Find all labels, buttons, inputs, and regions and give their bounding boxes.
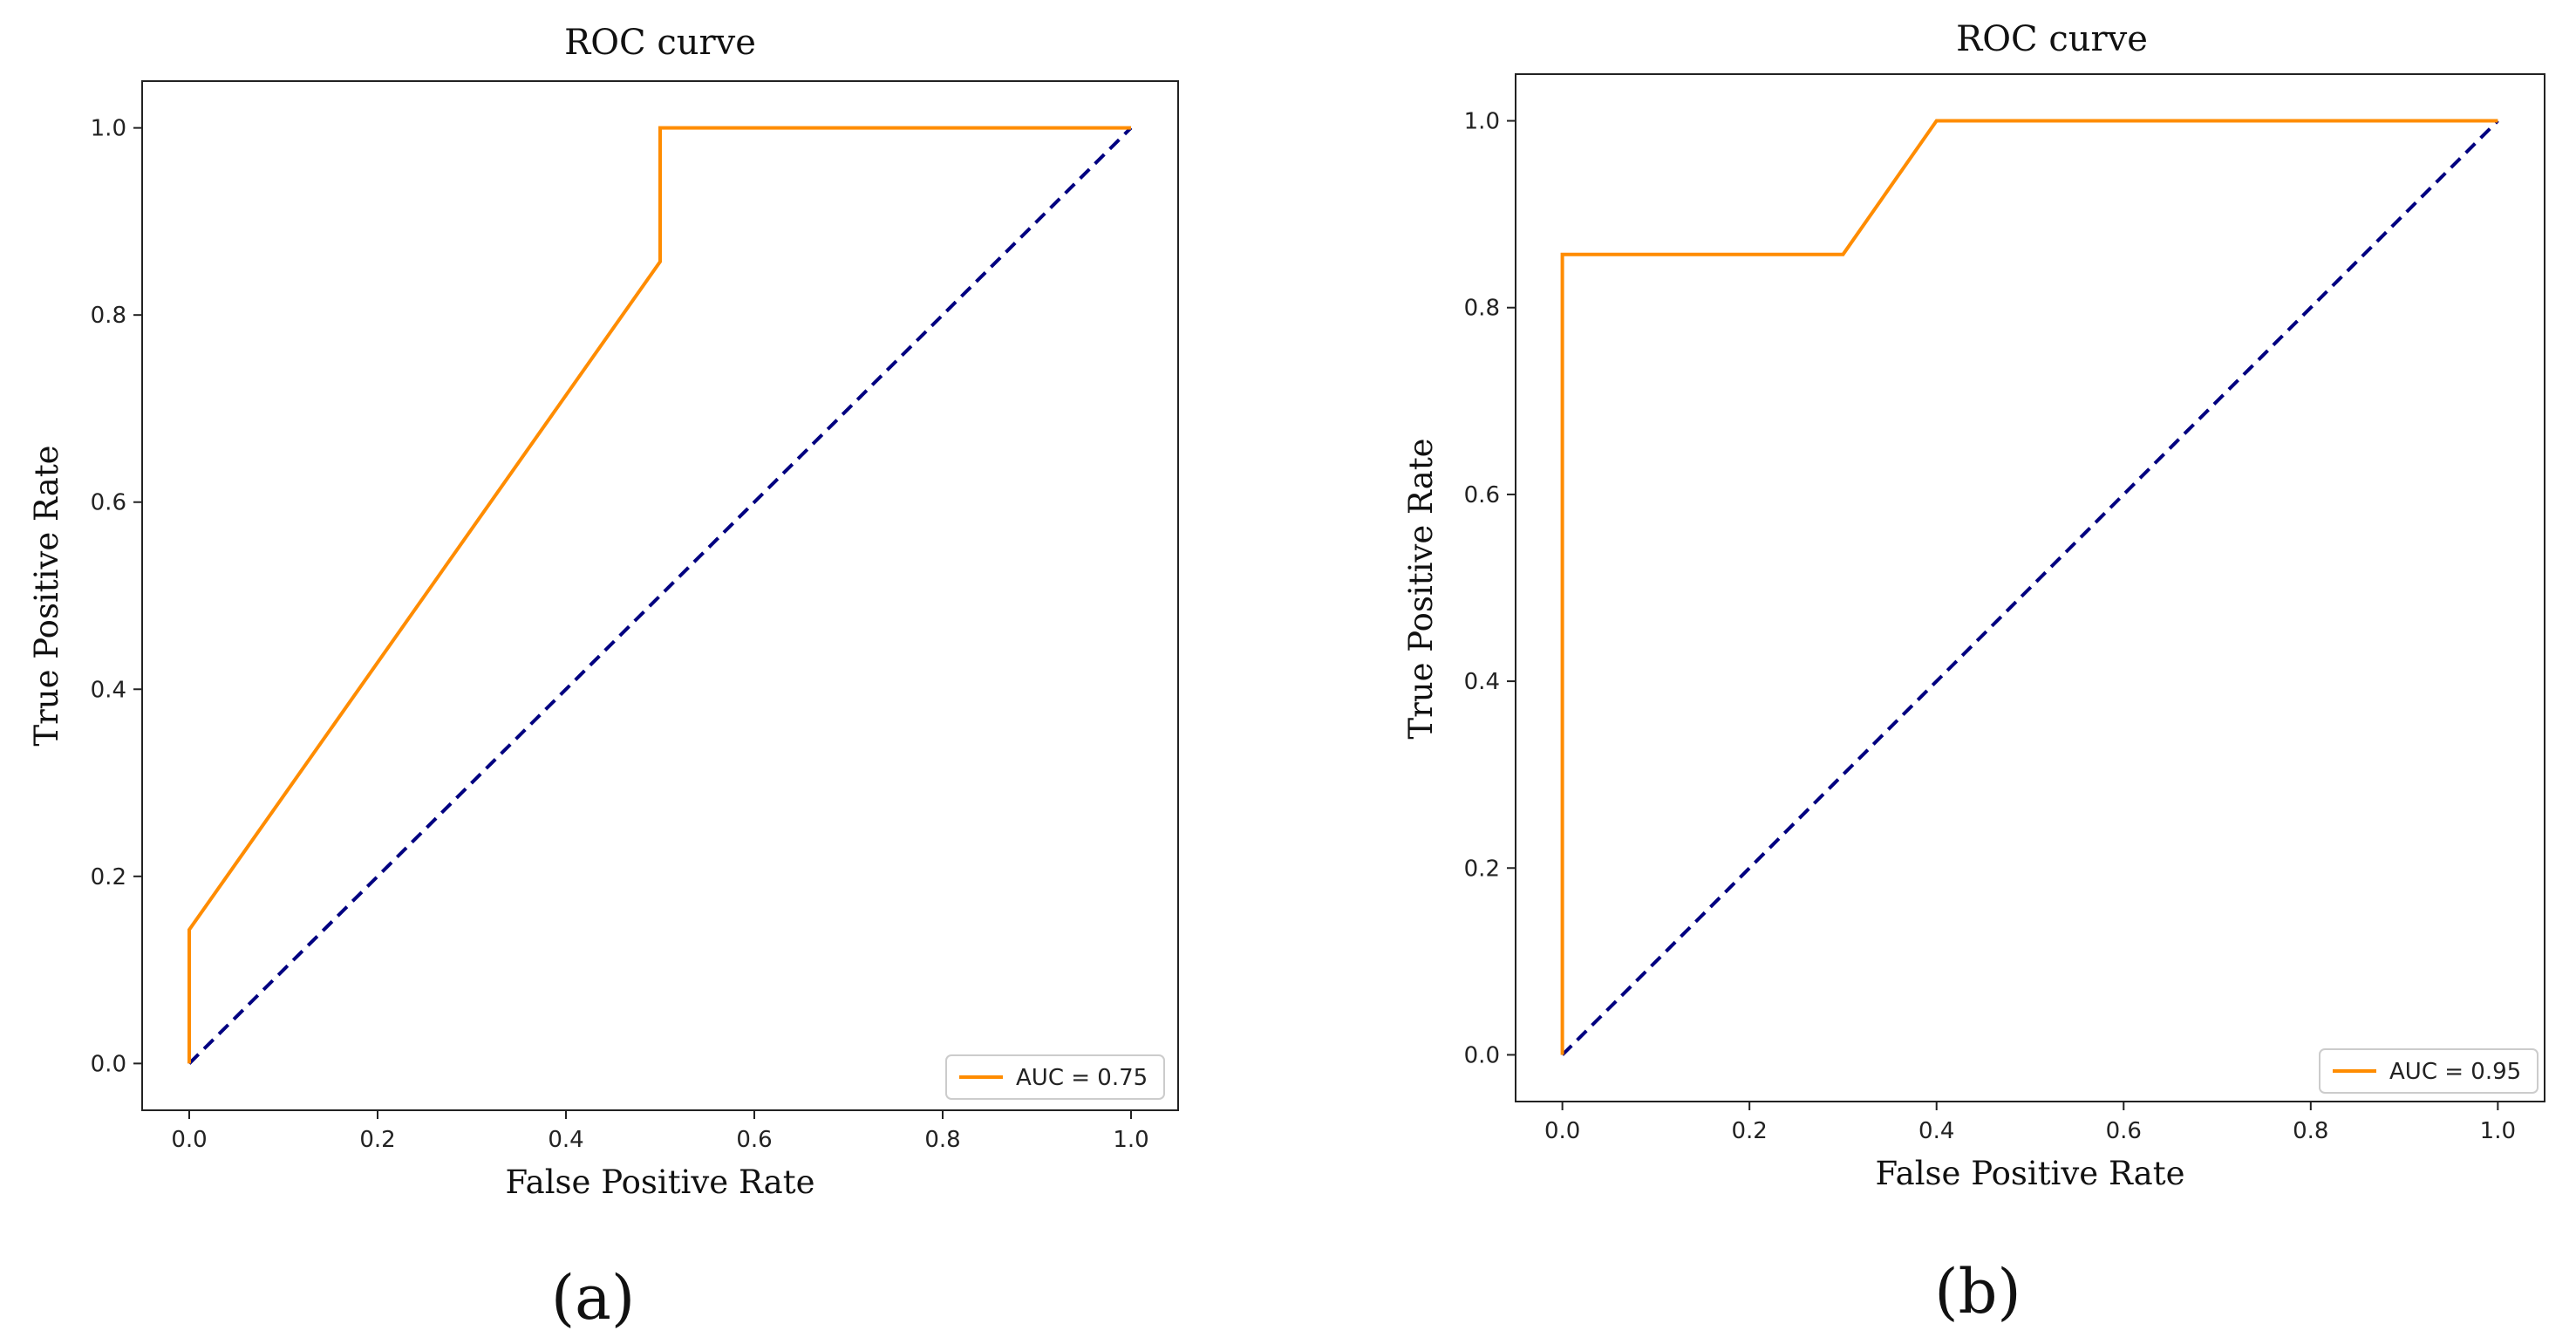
y-axis-ticks: 0.0 0.2 0.4 0.6 0.8 1.0 [91, 116, 142, 1077]
x-tick-label: 0.8 [2293, 1118, 2328, 1144]
x-tick-label: 0.8 [924, 1127, 960, 1153]
x-axis-ticks: 0.0 0.2 0.4 0.6 0.8 1.0 [1544, 1102, 2516, 1144]
chart-title: ROC curve [1956, 19, 2148, 59]
panel-label: (a) [551, 1262, 635, 1334]
legend-box [945, 1054, 1165, 1100]
plot-marks [187, 126, 1133, 1065]
y-tick-label: 0.6 [91, 490, 126, 516]
x-axis-ticks: 0.0 0.2 0.4 0.6 0.8 1.0 [171, 1110, 1149, 1153]
chance-diagonal-line [1561, 119, 2499, 1056]
plot-marks [1560, 119, 2499, 1056]
x-axis-label: False Positive Rate [1876, 1155, 2185, 1192]
x-tick-label: 1.0 [2480, 1118, 2516, 1144]
roc-curve-line [1560, 119, 2498, 1055]
panel-label: (b) [1934, 1256, 2021, 1327]
x-tick-label: 0.4 [548, 1127, 583, 1153]
y-axis-ticks: 0.0 0.2 0.4 0.6 0.8 1.0 [1464, 109, 1516, 1068]
x-tick-label: 0.6 [736, 1127, 772, 1153]
y-tick-label: 0.8 [1464, 296, 1500, 322]
y-axis-label: True Positive Rate [28, 445, 65, 746]
roc-chart-b: ROC curve 0.0 0.2 0.4 0.6 0.8 1.0 0.00.20.40.… [1402, 19, 2545, 1327]
legend: AUC = 0.95 [2319, 1048, 2539, 1094]
x-tick-label: 1.0 [1113, 1127, 1148, 1153]
y-tick-label: 1.0 [1464, 109, 1500, 135]
plot-frame [1515, 73, 2545, 1102]
plot-frame [141, 80, 1179, 1111]
legend-label: AUC = 0.95 [2389, 1059, 2521, 1085]
y-tick-label: 0.0 [91, 1051, 126, 1077]
y-tick-label: 0.6 [1464, 482, 1500, 508]
y-tick-label: 1.0 [91, 116, 126, 142]
y-tick-label: 0.0 [1464, 1042, 1500, 1068]
x-tick-label: 0.0 [171, 1127, 207, 1153]
x-tick-label: 0.0 [1544, 1118, 1580, 1144]
x-tick-label: 0.2 [1732, 1118, 1768, 1144]
roc-curve-line [187, 126, 1131, 1064]
chance-diagonal-line [187, 126, 1133, 1065]
x-tick-label: 0.2 [359, 1127, 395, 1153]
y-tick-label: 0.4 [1464, 669, 1500, 695]
x-tick-label: 0.6 [2106, 1118, 2142, 1144]
legend-label: AUC = 0.75 [1016, 1065, 1148, 1091]
y-tick-label: 0.4 [91, 677, 126, 703]
legend: AUC = 0.75 [945, 1054, 1165, 1100]
x-axis-label: False Positive Rate [506, 1163, 815, 1201]
x-tick-label: 0.4 [1918, 1118, 1954, 1144]
roc-chart-a: ROC curve 0.0 0.2 0.4 0.6 0.8 1.0 0.00.20.40.… [28, 23, 1179, 1334]
y-tick-label: 0.2 [91, 864, 126, 890]
y-tick-label: 0.2 [1464, 856, 1500, 882]
chart-title: ROC curve [564, 23, 756, 63]
y-axis-label: True Positive Rate [1402, 438, 1440, 739]
legend-box [2319, 1048, 2539, 1094]
y-tick-label: 0.8 [91, 303, 126, 329]
